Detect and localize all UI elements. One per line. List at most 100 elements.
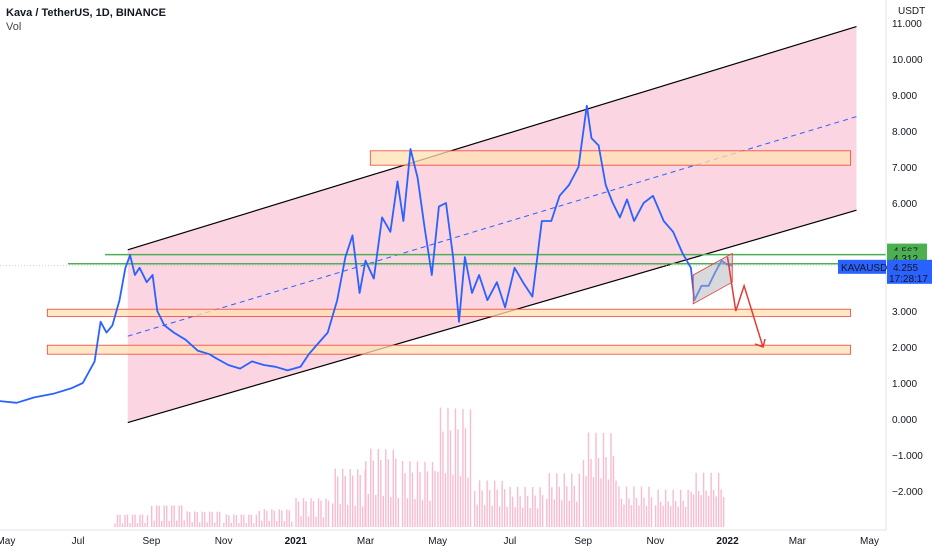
volume-bar-11-12 <box>539 487 541 527</box>
price-tick-label: 6.000 <box>892 199 917 210</box>
volume-bar-11-4 <box>519 496 521 527</box>
volume-bar-2-2 <box>191 522 193 527</box>
volume-bar-8-1 <box>404 473 406 527</box>
volume-bar-3-7 <box>240 514 243 527</box>
volume-bar-12-7 <box>563 473 566 527</box>
volume-bar-11-2 <box>514 507 516 527</box>
volume-bar-9-4 <box>447 407 449 527</box>
volume-bar-3-9 <box>245 523 248 527</box>
volume-bar-15-4 <box>664 489 667 527</box>
price-tick-label: 2.000 <box>892 343 917 354</box>
volume-bar-16-0 <box>690 491 692 527</box>
volume-bar-9-9 <box>459 476 462 527</box>
volume-bar-1-4 <box>160 520 163 527</box>
volume-bar-4-12 <box>288 510 291 527</box>
volume-bar-6-12 <box>361 506 364 527</box>
volume-bar-11-1 <box>511 496 514 527</box>
volume-bar-10-8 <box>493 480 496 527</box>
volume-bar-5-5 <box>307 516 310 527</box>
volume-bar-0-4 <box>124 514 126 527</box>
volume-bar-3-4 <box>233 514 235 527</box>
volume-bar-1-9 <box>173 505 175 527</box>
volume-bar-4-8 <box>278 509 281 527</box>
zone-rect-1 <box>46 308 851 317</box>
volume-bar-13-8 <box>602 432 605 527</box>
volume-bar-2-9 <box>208 511 211 527</box>
volume-bar-13-7 <box>600 478 602 527</box>
time-tick-label: May <box>428 536 447 547</box>
volume-bar-8-0 <box>401 460 404 527</box>
volume-bar-7-1 <box>367 494 370 527</box>
volume-bar-10-13 <box>506 506 508 527</box>
volume-bar-5-6 <box>310 498 312 527</box>
volume-bar-1-2 <box>155 505 158 527</box>
volume-bar-5-13 <box>327 500 330 527</box>
time-tick-label: Jul <box>72 536 85 547</box>
volume-bar-13-5 <box>595 432 597 527</box>
volume-bar-0-3 <box>121 523 124 527</box>
volume-bar-16-6 <box>705 490 707 527</box>
volume-bar-16-11 <box>717 472 720 527</box>
volume-bar-2-7 <box>203 511 206 527</box>
price-tick-label: −2.000 <box>892 487 923 498</box>
volume-bar-0-0 <box>114 523 116 527</box>
volume-bar-0-8 <box>134 514 136 527</box>
volume-bar-9-6 <box>452 474 454 527</box>
volume-bar-6-11 <box>359 475 361 527</box>
volume-bar-12-6 <box>561 500 563 527</box>
volume-bar-0-6 <box>129 523 131 527</box>
volume-bar-1-3 <box>158 505 160 527</box>
volume-bar-14-10 <box>643 497 645 527</box>
price-unit: USDT <box>898 6 925 17</box>
volume-bar-11-8 <box>529 508 531 527</box>
price-tick-label: −1.000 <box>892 451 923 462</box>
volume-bar-10-1 <box>476 504 478 527</box>
volume-bar-5-10 <box>320 500 322 527</box>
volume-bar-10-4 <box>483 505 486 527</box>
volume-bar-15-5 <box>667 501 669 527</box>
volume-bar-13-0 <box>582 459 585 527</box>
volume-bar-6-3 <box>339 504 341 527</box>
volume-bar-15-1 <box>657 489 659 527</box>
volume-bar-0-2 <box>119 514 121 527</box>
volume-bar-2-8 <box>206 522 208 527</box>
volume-bar-14-9 <box>640 486 643 527</box>
volume-bar-3-11 <box>250 514 253 527</box>
volume-bar-15-9 <box>677 506 679 527</box>
volume-bar-1-7 <box>168 520 170 527</box>
volume-bar-7-5 <box>377 448 380 527</box>
volume-bar-7-9 <box>387 459 390 527</box>
volume-bar-6-2 <box>336 476 339 527</box>
volume-bar-6-7 <box>349 469 351 527</box>
price-tick-label: 11.000 <box>892 19 922 30</box>
volume-bar-0-5 <box>126 514 129 527</box>
volume-bar-14-0 <box>618 486 620 527</box>
volume-bar-4-11 <box>286 509 288 527</box>
volume-bar-10-0 <box>473 490 476 527</box>
volume-bar-13-6 <box>597 457 600 527</box>
volume-bar-11-7 <box>526 495 529 527</box>
volume-bar-15-8 <box>674 500 677 527</box>
volume-bar-2-5 <box>198 522 201 527</box>
volume-bar-12-5 <box>558 486 561 527</box>
volume-bar-1-0 <box>150 505 153 527</box>
volume-bar-16-5 <box>702 472 705 527</box>
time-tick-label: Sep <box>574 536 592 547</box>
volume-bar-2-1 <box>188 512 191 527</box>
volume-bar-12-1 <box>548 473 551 527</box>
volume-bar-5-1 <box>297 501 300 527</box>
volume-bar-9-5 <box>449 430 452 527</box>
volume-bar-14-2 <box>623 504 625 527</box>
symbol-title: Kava / TetherUS, 1D, BINANCE <box>6 7 166 19</box>
volume-bar-16-8 <box>710 472 712 527</box>
volume-label: Vol <box>6 21 22 33</box>
volume-bar-14-11 <box>645 505 648 527</box>
volume-bar-12-13 <box>578 473 581 527</box>
volume-bar-9-8 <box>457 429 459 527</box>
volume-bar-15-3 <box>662 505 664 527</box>
volume-bar-5-0 <box>295 497 297 527</box>
volume-bar-11-5 <box>521 507 524 527</box>
volume-bar-5-9 <box>317 498 320 527</box>
volume-bar-3-12 <box>253 523 255 527</box>
